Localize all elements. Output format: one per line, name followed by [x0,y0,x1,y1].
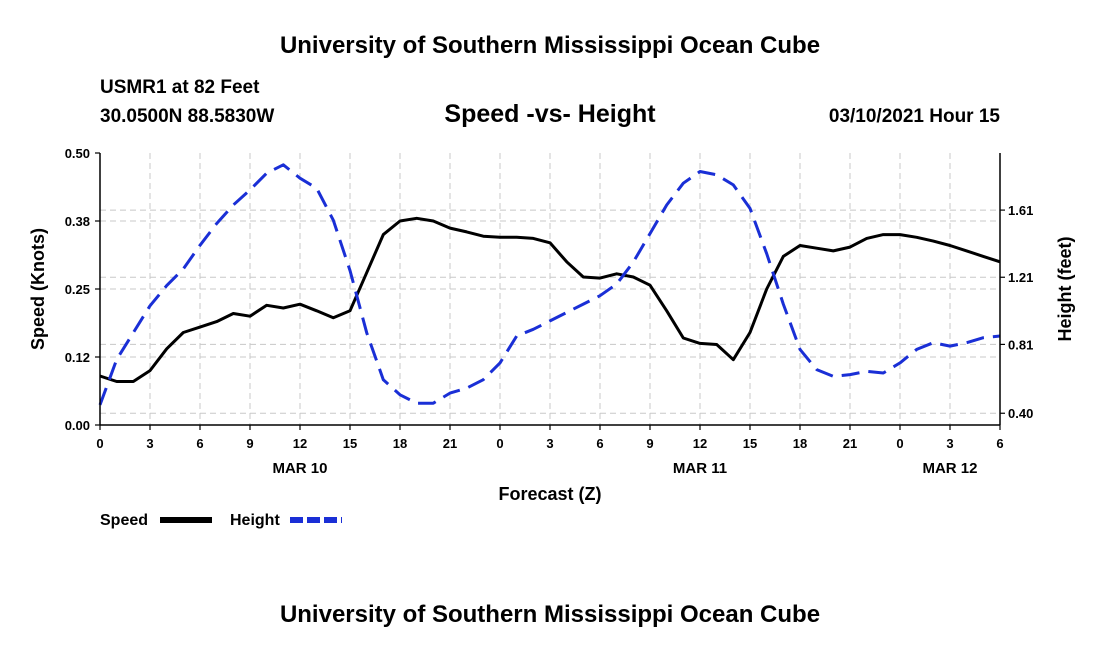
x-tick-label: 0 [496,436,503,451]
x-tick-label: 12 [293,436,307,451]
x-tick-label: 18 [793,436,807,451]
footer-title: University of Southern Mississippi Ocean… [279,601,821,628]
date-label: MAR 11 [673,460,727,477]
height-series-line [98,163,1001,406]
legend: Speed Height [100,512,342,529]
y-tick-label: 0.12 [65,350,90,365]
y2-tick-label: 0.81 [1008,337,1033,352]
x-tick-label: 18 [393,436,407,451]
y-tick-label: 0.00 [65,418,90,433]
x-tick-label: 3 [546,436,553,451]
station-label: USMR1 at 82 Feet [100,77,260,98]
legend-speed-label: Speed [100,512,148,529]
x-tick-label: 6 [996,436,1003,451]
x-tick-label: 12 [693,436,707,451]
x-tick-label: 0 [896,436,903,451]
x-tick-label: 15 [343,436,357,451]
date-label: MAR 12 [922,460,977,477]
datetime-label: 03/10/2021 Hour 15 [828,106,1000,127]
y-tick-label: 0.38 [65,214,90,229]
y-tick-label: 0.25 [65,282,90,297]
y2-axis-title: Height (feet) [1055,237,1075,342]
x-tick-label: 6 [196,436,203,451]
x-tick-label: 0 [96,436,103,451]
x-tick-label: 21 [443,436,457,451]
x-tick-label: 9 [646,436,653,451]
series-lines [98,163,1001,406]
speed-series-line [99,216,1001,383]
x-tick-label: 6 [596,436,603,451]
y2-tick-label: 1.61 [1008,203,1033,218]
x-axis-title: Forecast (Z) [498,484,601,504]
axes [95,152,1005,430]
grid-lines [100,153,1000,425]
x-tick-label: 3 [946,436,953,451]
x-tick-label: 15 [743,436,757,451]
date-label: MAR 10 [272,460,327,477]
y2-tick-label: 0.40 [1008,406,1033,421]
y-tick-label: 0.50 [65,146,90,161]
x-tick-label: 9 [246,436,253,451]
axis-labels: 0 3 6 9 12 15 18 21 0 3 6 9 12 15 18 21 0 3 6 MAR 10 MAR 11 M… [28,146,1075,504]
x-tick-label: 21 [843,436,857,451]
page-title: University of Southern Mississippi Ocean… [279,32,821,59]
x-tick-label: 3 [146,436,153,451]
chart-title: Speed -vs- Height [444,100,656,128]
coordinates-label: 30.0500N 88.5830W [100,106,275,127]
y2-tick-label: 1.21 [1008,270,1033,285]
y-axis-title: Speed (Knots) [28,228,48,350]
legend-height-label: Height [230,512,280,529]
